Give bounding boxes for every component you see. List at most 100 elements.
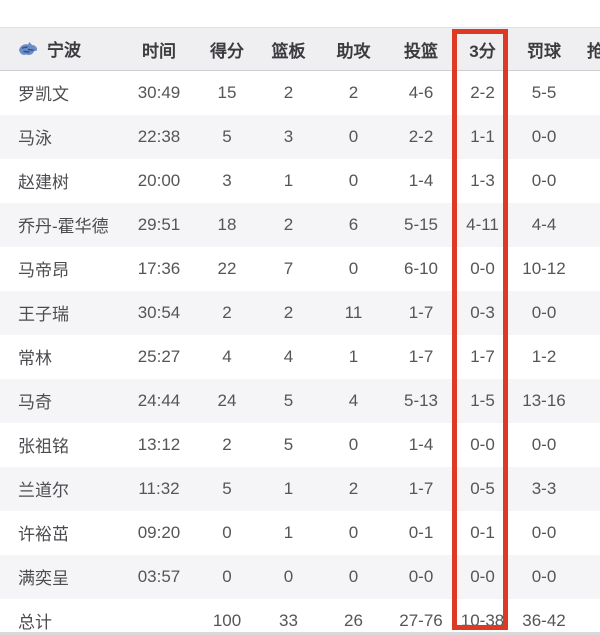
cell-assists: 0 xyxy=(348,258,359,278)
cell-rebounds: 5 xyxy=(283,390,294,410)
cell-assists: 2 xyxy=(348,478,359,498)
table-row: 乔丹-霍华德 29:51 18 2 6 5-15 4-11 4-4 xyxy=(0,202,600,247)
cell-three-pointers: 0-1 xyxy=(470,522,495,542)
col-assists: 助攻 xyxy=(321,27,386,71)
col-free-throws: 罚球 xyxy=(509,27,579,71)
cell-assists: 1 xyxy=(348,346,359,366)
cell-time: 11:32 xyxy=(138,478,180,498)
cell-assists: 26 xyxy=(344,610,363,630)
cell-player-name: 罗凯文 xyxy=(18,85,69,105)
cell-field-goals: 1-7 xyxy=(408,346,434,366)
cell-free-throws: 36-42 xyxy=(522,610,566,630)
col-points: 得分 xyxy=(198,27,256,71)
cell-steals xyxy=(579,379,600,423)
cell-rebounds: 2 xyxy=(283,302,294,322)
cell-field-goals: 1-4 xyxy=(408,170,434,190)
cell-time: 03:57 xyxy=(137,566,181,586)
cell-time: 29:51 xyxy=(137,214,181,234)
team-name: 宁波 xyxy=(47,40,81,60)
col-team: 宁波 xyxy=(0,27,120,71)
col-steals-partial: 抢断 xyxy=(579,27,600,71)
cell-points: 24 xyxy=(217,390,237,410)
cell-time: 25:27 xyxy=(137,346,181,366)
cell-three-pointers: 2-2 xyxy=(470,82,495,102)
cell-field-goals: 0-0 xyxy=(408,566,434,586)
team-logo-icon xyxy=(16,39,40,58)
cell-time: 20:00 xyxy=(137,170,181,190)
cell-player-name: 许裕茁 xyxy=(18,525,69,544)
cell-three-pointers: 0-5 xyxy=(470,478,495,498)
cell-field-goals: 1-7 xyxy=(408,478,434,498)
col-three-pointers: 3分 xyxy=(456,27,509,71)
cell-assists: 0 xyxy=(348,566,359,586)
cell-three-pointers: 1-7 xyxy=(470,346,495,366)
cell-assists: 4 xyxy=(348,390,359,410)
table-row: 罗凯文 30:49 15 2 2 4-6 2-2 5-5 xyxy=(0,70,600,115)
cell-rebounds: 5 xyxy=(283,434,294,454)
cell-points: 4 xyxy=(222,346,232,366)
cell-player-name: 乔丹-霍华德 xyxy=(18,217,109,236)
cell-rebounds: 4 xyxy=(283,346,294,366)
cell-points: 18 xyxy=(217,214,237,234)
cell-assists: 0 xyxy=(348,126,359,146)
cell-free-throws: 0-0 xyxy=(531,522,557,542)
cell-rebounds: 7 xyxy=(283,258,294,278)
cell-points: 22 xyxy=(217,258,237,278)
cell-assists: 11 xyxy=(344,302,363,322)
cell-steals xyxy=(579,247,600,291)
table-row: 王子瑞 30:54 2 2 11 1-7 0-3 0-0 xyxy=(0,290,600,335)
cell-player-name: 马泳 xyxy=(18,129,52,148)
cell-free-throws: 4-4 xyxy=(531,214,557,234)
table-row: 兰道尔 11:32 5 1 2 1-7 0-5 3-3 xyxy=(0,466,600,511)
cell-rebounds: 33 xyxy=(279,610,298,630)
cell-player-name: 王子瑞 xyxy=(18,305,69,324)
cell-points: 15 xyxy=(217,82,237,102)
cell-player-name: 常林 xyxy=(18,349,52,368)
cell-steals xyxy=(579,115,600,159)
cell-points: 5 xyxy=(222,478,232,498)
cell-field-goals: 27-76 xyxy=(399,610,443,630)
cell-free-throws: 13-16 xyxy=(522,390,566,410)
cell-three-pointers: 0-0 xyxy=(470,566,495,586)
table-row: 常林 25:27 4 4 1 1-7 1-7 1-2 xyxy=(0,334,600,379)
cell-points: 100 xyxy=(212,610,242,630)
table-row: 赵建树 20:00 3 1 0 1-4 1-3 0-0 xyxy=(0,158,600,203)
cell-three-pointers: 0-0 xyxy=(470,434,495,454)
cell-steals xyxy=(579,511,600,555)
cell-assists: 0 xyxy=(348,434,359,454)
box-score-table: 宁波 时间 得分 篮板 助攻 投篮 3分 罚球 抢断 罗凯文 30:49 15 … xyxy=(0,27,600,635)
header-row: 宁波 时间 得分 篮板 助攻 投篮 3分 罚球 抢断 xyxy=(0,27,600,71)
cell-time xyxy=(120,599,198,635)
table-row: 总计 100 33 26 27-76 10-38 36-42 xyxy=(0,598,600,635)
cell-rebounds: 3 xyxy=(283,126,294,146)
cell-points: 3 xyxy=(222,170,232,190)
cell-free-throws: 5-5 xyxy=(531,82,557,102)
cell-free-throws: 0-0 xyxy=(531,566,557,586)
col-time: 时间 xyxy=(120,27,198,71)
cell-field-goals: 0-1 xyxy=(408,522,434,542)
cell-field-goals: 4-6 xyxy=(408,82,434,102)
table-row: 张祖铭 13:12 2 5 0 1-4 0-0 0-0 xyxy=(0,422,600,467)
table-row: 许裕茁 09:20 0 1 0 0-1 0-1 0-0 xyxy=(0,510,600,555)
cell-field-goals: 1-7 xyxy=(408,302,434,322)
cell-steals xyxy=(579,467,600,511)
table-row: 马泳 22:38 5 3 0 2-2 1-1 0-0 xyxy=(0,114,600,159)
cell-player-name: 马帝昂 xyxy=(18,261,69,280)
table-row: 马奇 24:44 24 5 4 5-13 1-5 13-16 xyxy=(0,378,600,423)
cell-time: 30:54 xyxy=(137,302,181,322)
cell-points: 0 xyxy=(222,522,232,542)
cell-steals xyxy=(579,291,600,335)
cell-rebounds: 0 xyxy=(283,566,294,586)
cell-time: 30:49 xyxy=(137,82,181,102)
cell-points: 5 xyxy=(222,126,232,146)
cell-points: 0 xyxy=(222,566,232,586)
cell-assists: 2 xyxy=(348,82,359,102)
cell-three-pointers: 1-1 xyxy=(470,126,495,146)
cell-three-pointers: 4-11 xyxy=(466,214,499,234)
cell-free-throws: 1-2 xyxy=(531,346,557,366)
cell-player-name: 兰道尔 xyxy=(18,481,69,500)
cell-assists: 6 xyxy=(348,214,359,234)
cell-field-goals: 2-2 xyxy=(408,126,434,146)
